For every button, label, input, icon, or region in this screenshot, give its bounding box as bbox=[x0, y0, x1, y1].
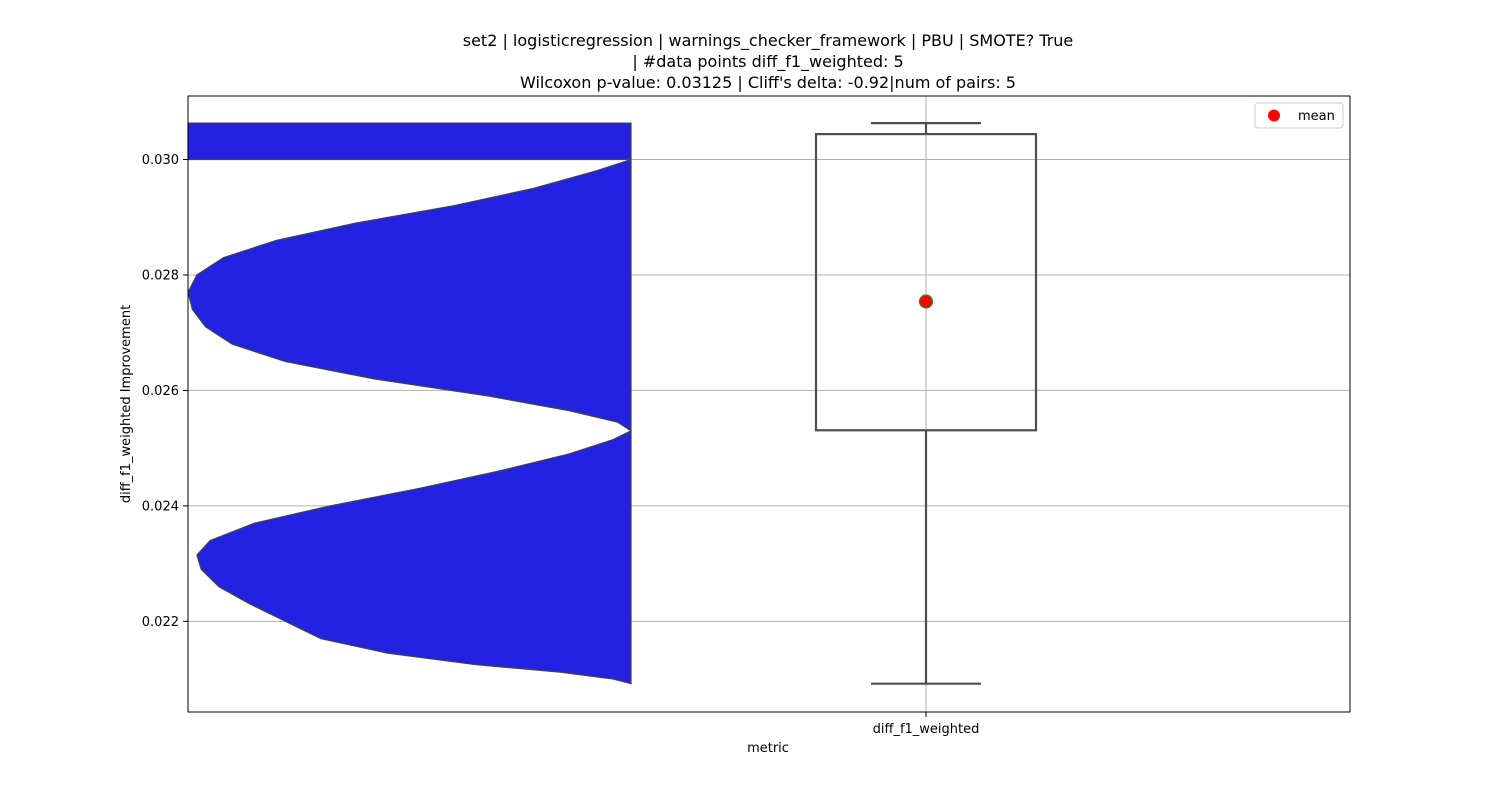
legend: mean bbox=[1254, 102, 1344, 129]
chart-title-line-3: Wilcoxon p-value: 0.03125 | Cliff's delt… bbox=[520, 73, 1016, 92]
chart-title-line-2: | #data points diff_f1_weighted: 5 bbox=[632, 52, 903, 72]
y-tick-label-4: 0.030 bbox=[142, 153, 179, 168]
legend-label-mean: mean bbox=[1298, 109, 1335, 124]
y-tick-label-0: 0.022 bbox=[142, 615, 179, 630]
boxplot-layer bbox=[814, 122, 1038, 685]
x-axis: diff_f1_weighted bbox=[873, 712, 980, 737]
legend-box bbox=[1254, 102, 1344, 129]
y-axis-label: diff_f1_weighted Improvement bbox=[119, 305, 134, 503]
box-iqr bbox=[814, 133, 1038, 432]
chart-title-line-1: set2 | logisticregression | warnings_che… bbox=[463, 31, 1074, 51]
y-axis: 0.022 0.024 0.026 0.028 0.030 bbox=[142, 153, 188, 630]
y-tick-label-3: 0.028 bbox=[142, 268, 179, 283]
violin-body bbox=[187, 122, 633, 685]
violin-layer bbox=[187, 122, 633, 685]
x-axis-label: metric bbox=[747, 741, 789, 756]
legend-mean-marker bbox=[1268, 109, 1280, 122]
x-tick-label-0: diff_f1_weighted bbox=[873, 722, 980, 737]
plot-frame bbox=[187, 95, 1351, 713]
mean-marker bbox=[918, 294, 934, 309]
y-tick-label-2: 0.026 bbox=[142, 384, 179, 399]
y-tick-label-1: 0.024 bbox=[142, 499, 179, 514]
